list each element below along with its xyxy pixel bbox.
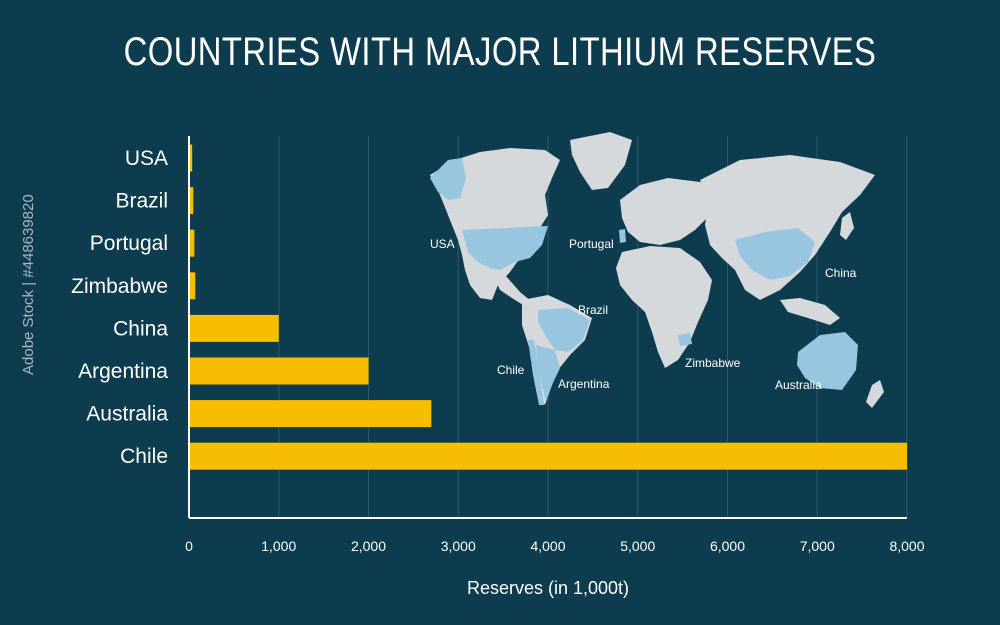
bar-portugal bbox=[189, 229, 195, 257]
x-tick-label: 1,000 bbox=[261, 538, 296, 554]
category-label-portugal: Portugal bbox=[90, 232, 168, 255]
x-tick-label: 6,000 bbox=[710, 538, 745, 554]
map-brazil bbox=[538, 308, 590, 352]
category-label-argentina: Argentina bbox=[78, 360, 168, 383]
bars bbox=[189, 144, 907, 470]
bar-china bbox=[189, 314, 279, 342]
map-label-argentina: Argentina bbox=[558, 377, 610, 391]
map-argentina bbox=[536, 345, 560, 402]
map-africa bbox=[616, 246, 712, 368]
map-label-china: China bbox=[825, 266, 857, 280]
map-china bbox=[735, 228, 815, 280]
x-tick-label: 5,000 bbox=[620, 538, 655, 554]
world-map: USA Portugal China Brazil Chile Argentin… bbox=[430, 132, 884, 408]
x-axis-title: Reserves (in 1,000t) bbox=[467, 578, 629, 598]
category-label-zimbabwe: Zimbabwe bbox=[71, 275, 168, 298]
map-usa bbox=[462, 226, 548, 270]
x-tick-label: 4,000 bbox=[530, 538, 565, 554]
category-label-china: China bbox=[113, 317, 168, 340]
bar-brazil bbox=[189, 187, 194, 215]
map-australia bbox=[797, 332, 858, 390]
bar-australia bbox=[189, 400, 432, 428]
map-new-zealand bbox=[866, 380, 884, 408]
bar-argentina bbox=[189, 357, 369, 385]
map-chile bbox=[528, 340, 544, 405]
map-alaska bbox=[430, 158, 466, 200]
map-label-chile: Chile bbox=[497, 363, 525, 377]
map-label-usa: USA bbox=[430, 237, 455, 251]
map-central-america bbox=[490, 268, 532, 308]
category-label-brazil: Brazil bbox=[115, 190, 168, 213]
map-asia bbox=[700, 155, 875, 300]
category-label-chile: Chile bbox=[120, 445, 168, 468]
category-label-australia: Australia bbox=[86, 403, 168, 426]
bar-chile bbox=[189, 442, 907, 470]
watermark-text: Adobe Stock | #448639820 bbox=[20, 194, 37, 375]
bar-usa bbox=[189, 144, 193, 172]
map-label-brazil: Brazil bbox=[578, 303, 608, 317]
map-label-australia: Australia bbox=[775, 378, 822, 392]
map-europe bbox=[620, 178, 715, 245]
map-japan bbox=[840, 212, 854, 240]
map-label-zimbabwe: Zimbabwe bbox=[685, 356, 741, 370]
bar-zimbabwe bbox=[189, 272, 196, 300]
map-se-asia bbox=[780, 298, 840, 325]
map-greenland bbox=[570, 132, 632, 190]
map-zimbabwe bbox=[678, 333, 692, 346]
x-tick-label: 8,000 bbox=[889, 538, 924, 554]
category-labels: USA Brazil Portugal Zimbabwe China Argentina A… bbox=[71, 147, 168, 468]
map-portugal bbox=[619, 229, 626, 243]
x-tick-labels: 0 1,000 2,000 3,000 4,000 5,000 6,000 7,000 8,00… bbox=[185, 538, 925, 554]
chart-title: COUNTRIES WITH MAJOR LITHIUM RESERVES bbox=[123, 30, 877, 74]
x-tick-label: 3,000 bbox=[441, 538, 476, 554]
map-label-portugal: Portugal bbox=[569, 237, 614, 251]
category-label-usa: USA bbox=[125, 147, 168, 170]
x-tick-label: 0 bbox=[185, 538, 193, 554]
x-tick-label: 2,000 bbox=[351, 538, 386, 554]
x-tick-label: 7,000 bbox=[800, 538, 835, 554]
map-labels: USA Portugal China Brazil Chile Argentin… bbox=[430, 237, 857, 392]
axes bbox=[188, 136, 907, 519]
